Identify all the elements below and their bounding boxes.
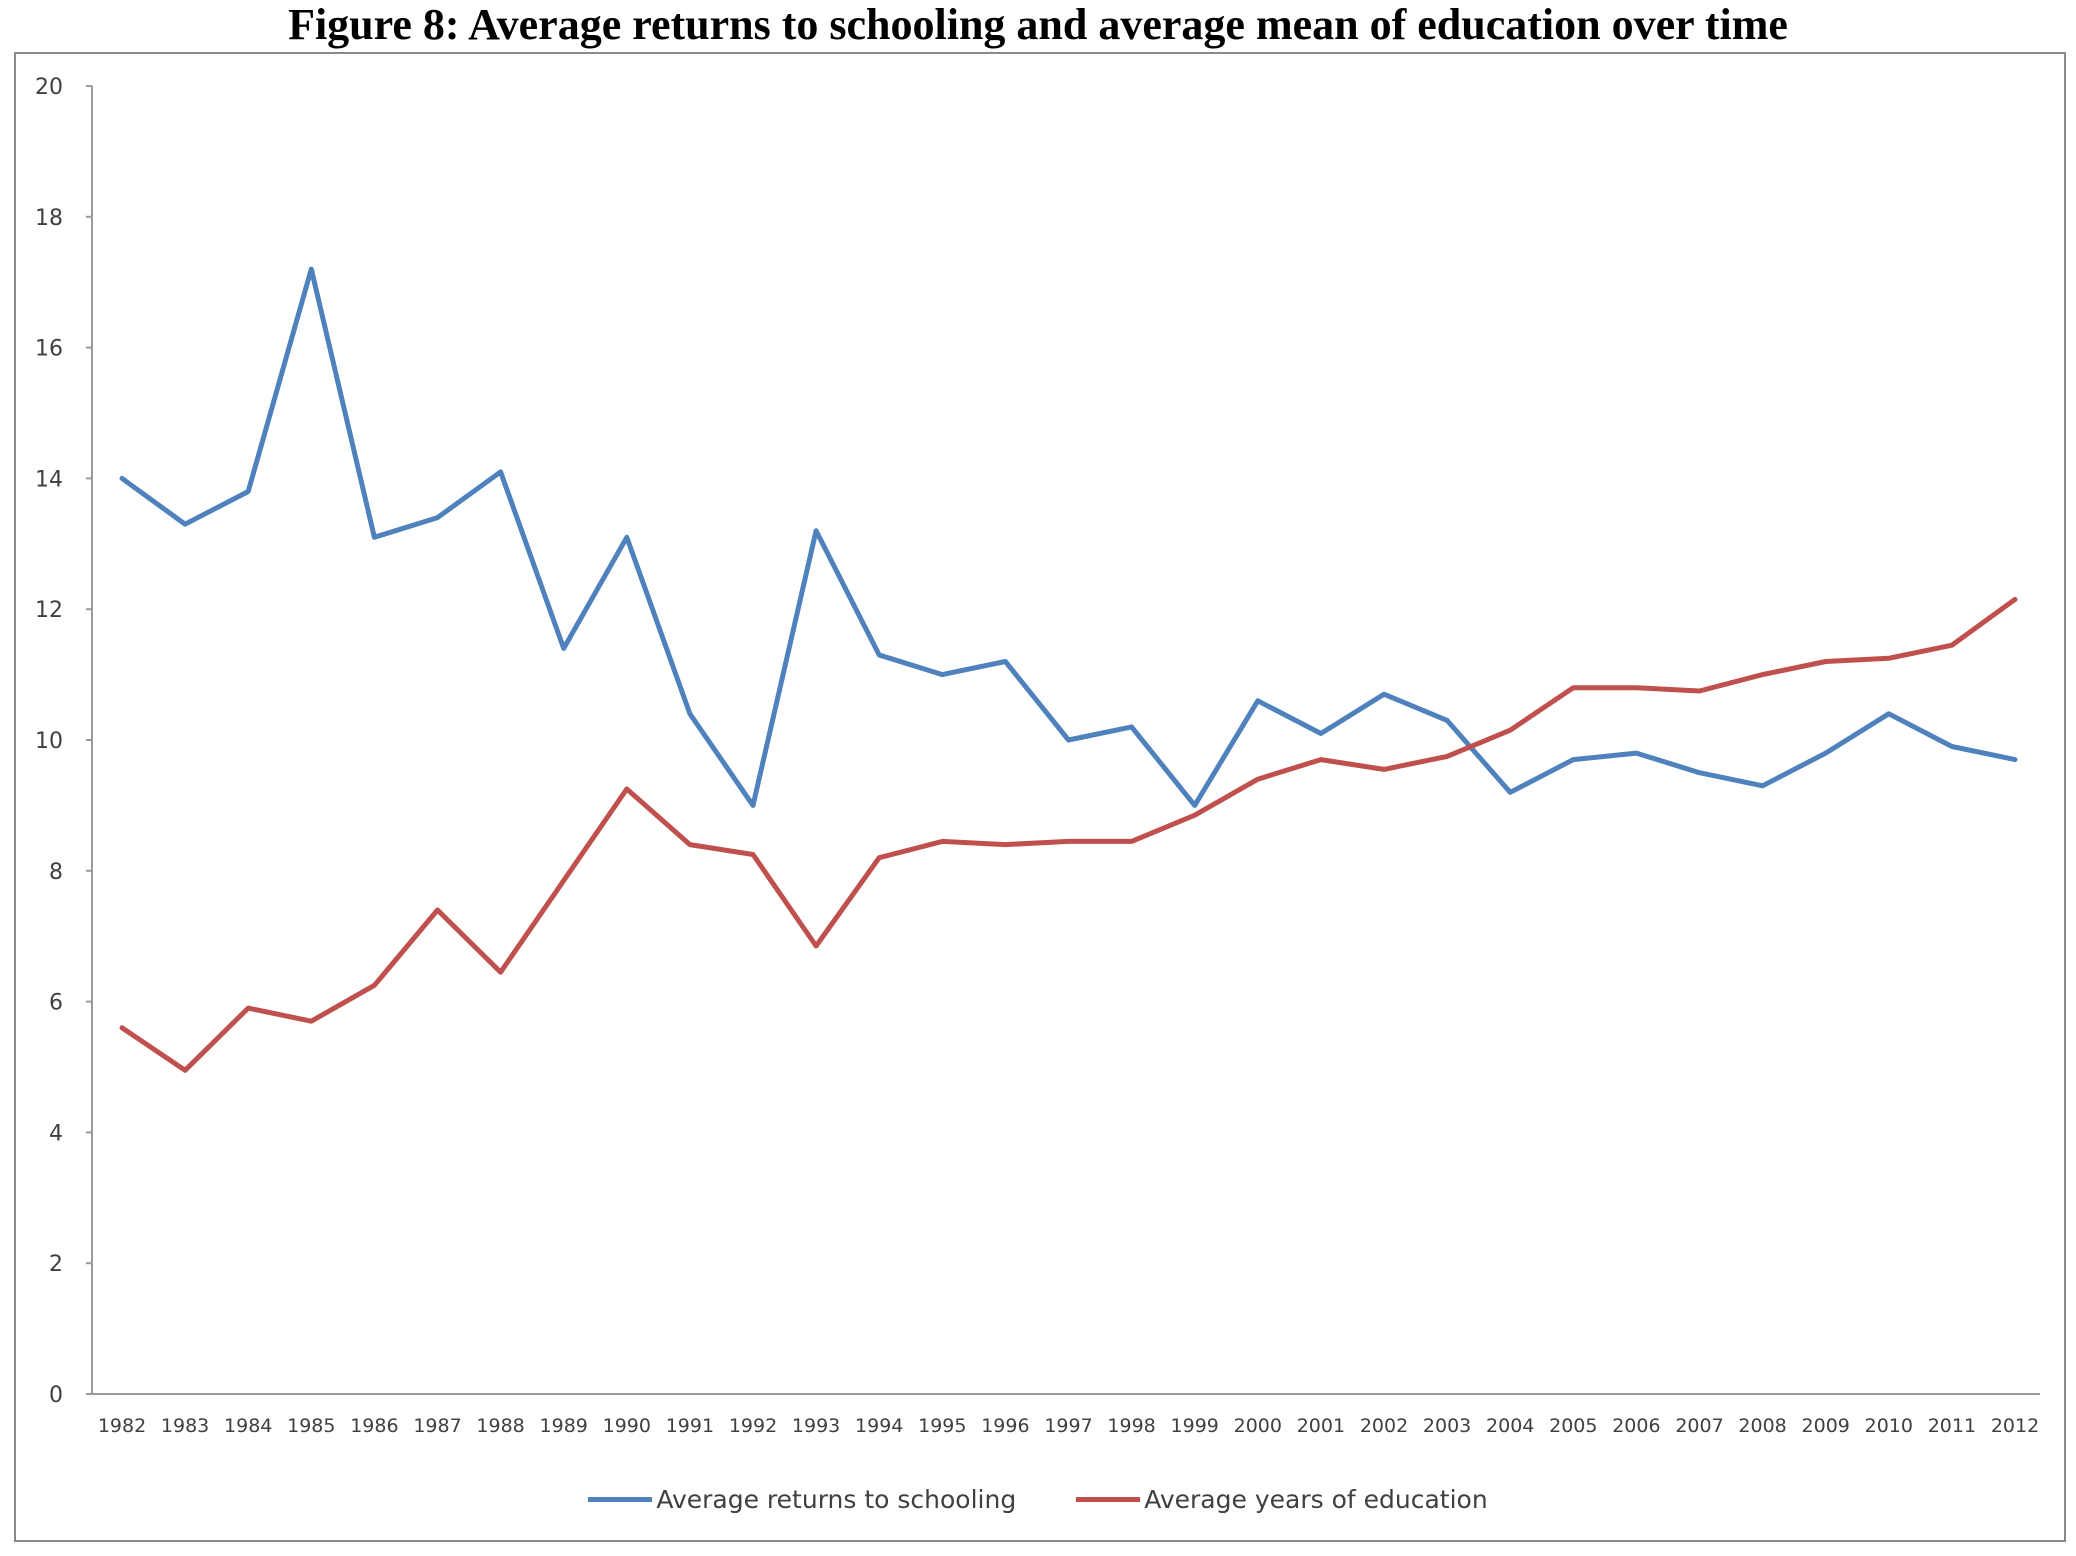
- x-tick-label: 2002: [1360, 1415, 1408, 1437]
- y-tick-label: 6: [49, 991, 63, 1016]
- chart-legend: Average returns to schooling Average year…: [0, 1474, 2076, 1524]
- y-axis: 0 2 4 6 8 10 12 14 16 18 20: [35, 75, 93, 1408]
- y-tick-label: 14: [35, 467, 63, 492]
- x-tick-label: 1982: [98, 1415, 146, 1437]
- legend-swatch: [1076, 1496, 1141, 1502]
- x-tick-label: 1987: [413, 1415, 461, 1437]
- x-tick-label: 1989: [540, 1415, 588, 1437]
- y-tick-label: 2: [49, 1252, 63, 1277]
- series-lines: [119, 266, 2018, 1073]
- y-tick-label: 4: [49, 1121, 63, 1146]
- legend-item-2: Average years of education: [1076, 1484, 1488, 1514]
- x-tick-label: 1997: [1044, 1415, 1092, 1437]
- x-tick-label: 2008: [1738, 1415, 1786, 1437]
- x-tick-label: 1991: [666, 1415, 714, 1437]
- x-tick-label: 2004: [1486, 1415, 1534, 1437]
- legend-item-1: Average returns to schooling: [588, 1485, 1016, 1514]
- y-tick-label: 10: [35, 729, 63, 754]
- x-tick-label: 1993: [792, 1415, 840, 1437]
- x-tick-label: 2009: [1802, 1415, 1850, 1437]
- x-tick-label: 2003: [1423, 1415, 1471, 1437]
- x-tick-label: 2011: [1928, 1415, 1976, 1437]
- x-tick-label: 1985: [287, 1415, 335, 1437]
- legend-swatch: [588, 1496, 653, 1502]
- x-tick-label: 2000: [1234, 1415, 1282, 1437]
- x-tick-label: 1998: [1107, 1415, 1155, 1437]
- x-tick-label: 1984: [224, 1415, 272, 1437]
- x-tick-label: 1990: [603, 1415, 651, 1437]
- y-tick-label: 16: [35, 337, 63, 362]
- y-tick-label: 0: [49, 1383, 63, 1408]
- chart-frame: [14, 52, 2066, 1542]
- x-tick-label: 1983: [161, 1415, 209, 1437]
- x-tick-label: 1992: [729, 1415, 777, 1437]
- x-tick-label: 2006: [1612, 1415, 1660, 1437]
- x-tick-label: 1996: [981, 1415, 1029, 1437]
- x-tick-label: 2005: [1549, 1415, 1597, 1437]
- y-tick-label: 12: [35, 598, 63, 623]
- x-tick-label: 2007: [1675, 1415, 1723, 1437]
- chart-title: Figure 8: Average returns to schooling a…: [288, 0, 1788, 49]
- series-line-1: [119, 266, 2018, 808]
- legend-label: Average years of education: [1144, 1484, 1488, 1514]
- y-tick-label: 18: [35, 206, 63, 231]
- series-line-2: [119, 596, 2018, 1073]
- x-tick-label: 2010: [1865, 1415, 1913, 1437]
- x-tick-label: 1999: [1171, 1415, 1219, 1437]
- x-axis: 1982 1983 1984 1985 1986 1987 1988 1989 1990 1991…: [92, 1393, 2040, 1437]
- x-tick-label: 2012: [1991, 1415, 2039, 1437]
- x-tick-label: 2001: [1297, 1415, 1345, 1437]
- y-tick-label: 8: [49, 860, 63, 885]
- x-tick-label: 1986: [350, 1415, 398, 1437]
- x-tick-label: 1988: [476, 1415, 524, 1437]
- legend-label: Average returns to schooling: [656, 1484, 1017, 1514]
- x-tick-label: 1994: [855, 1415, 903, 1437]
- y-tick-label: 20: [35, 75, 63, 100]
- x-tick-label: 1995: [918, 1415, 966, 1437]
